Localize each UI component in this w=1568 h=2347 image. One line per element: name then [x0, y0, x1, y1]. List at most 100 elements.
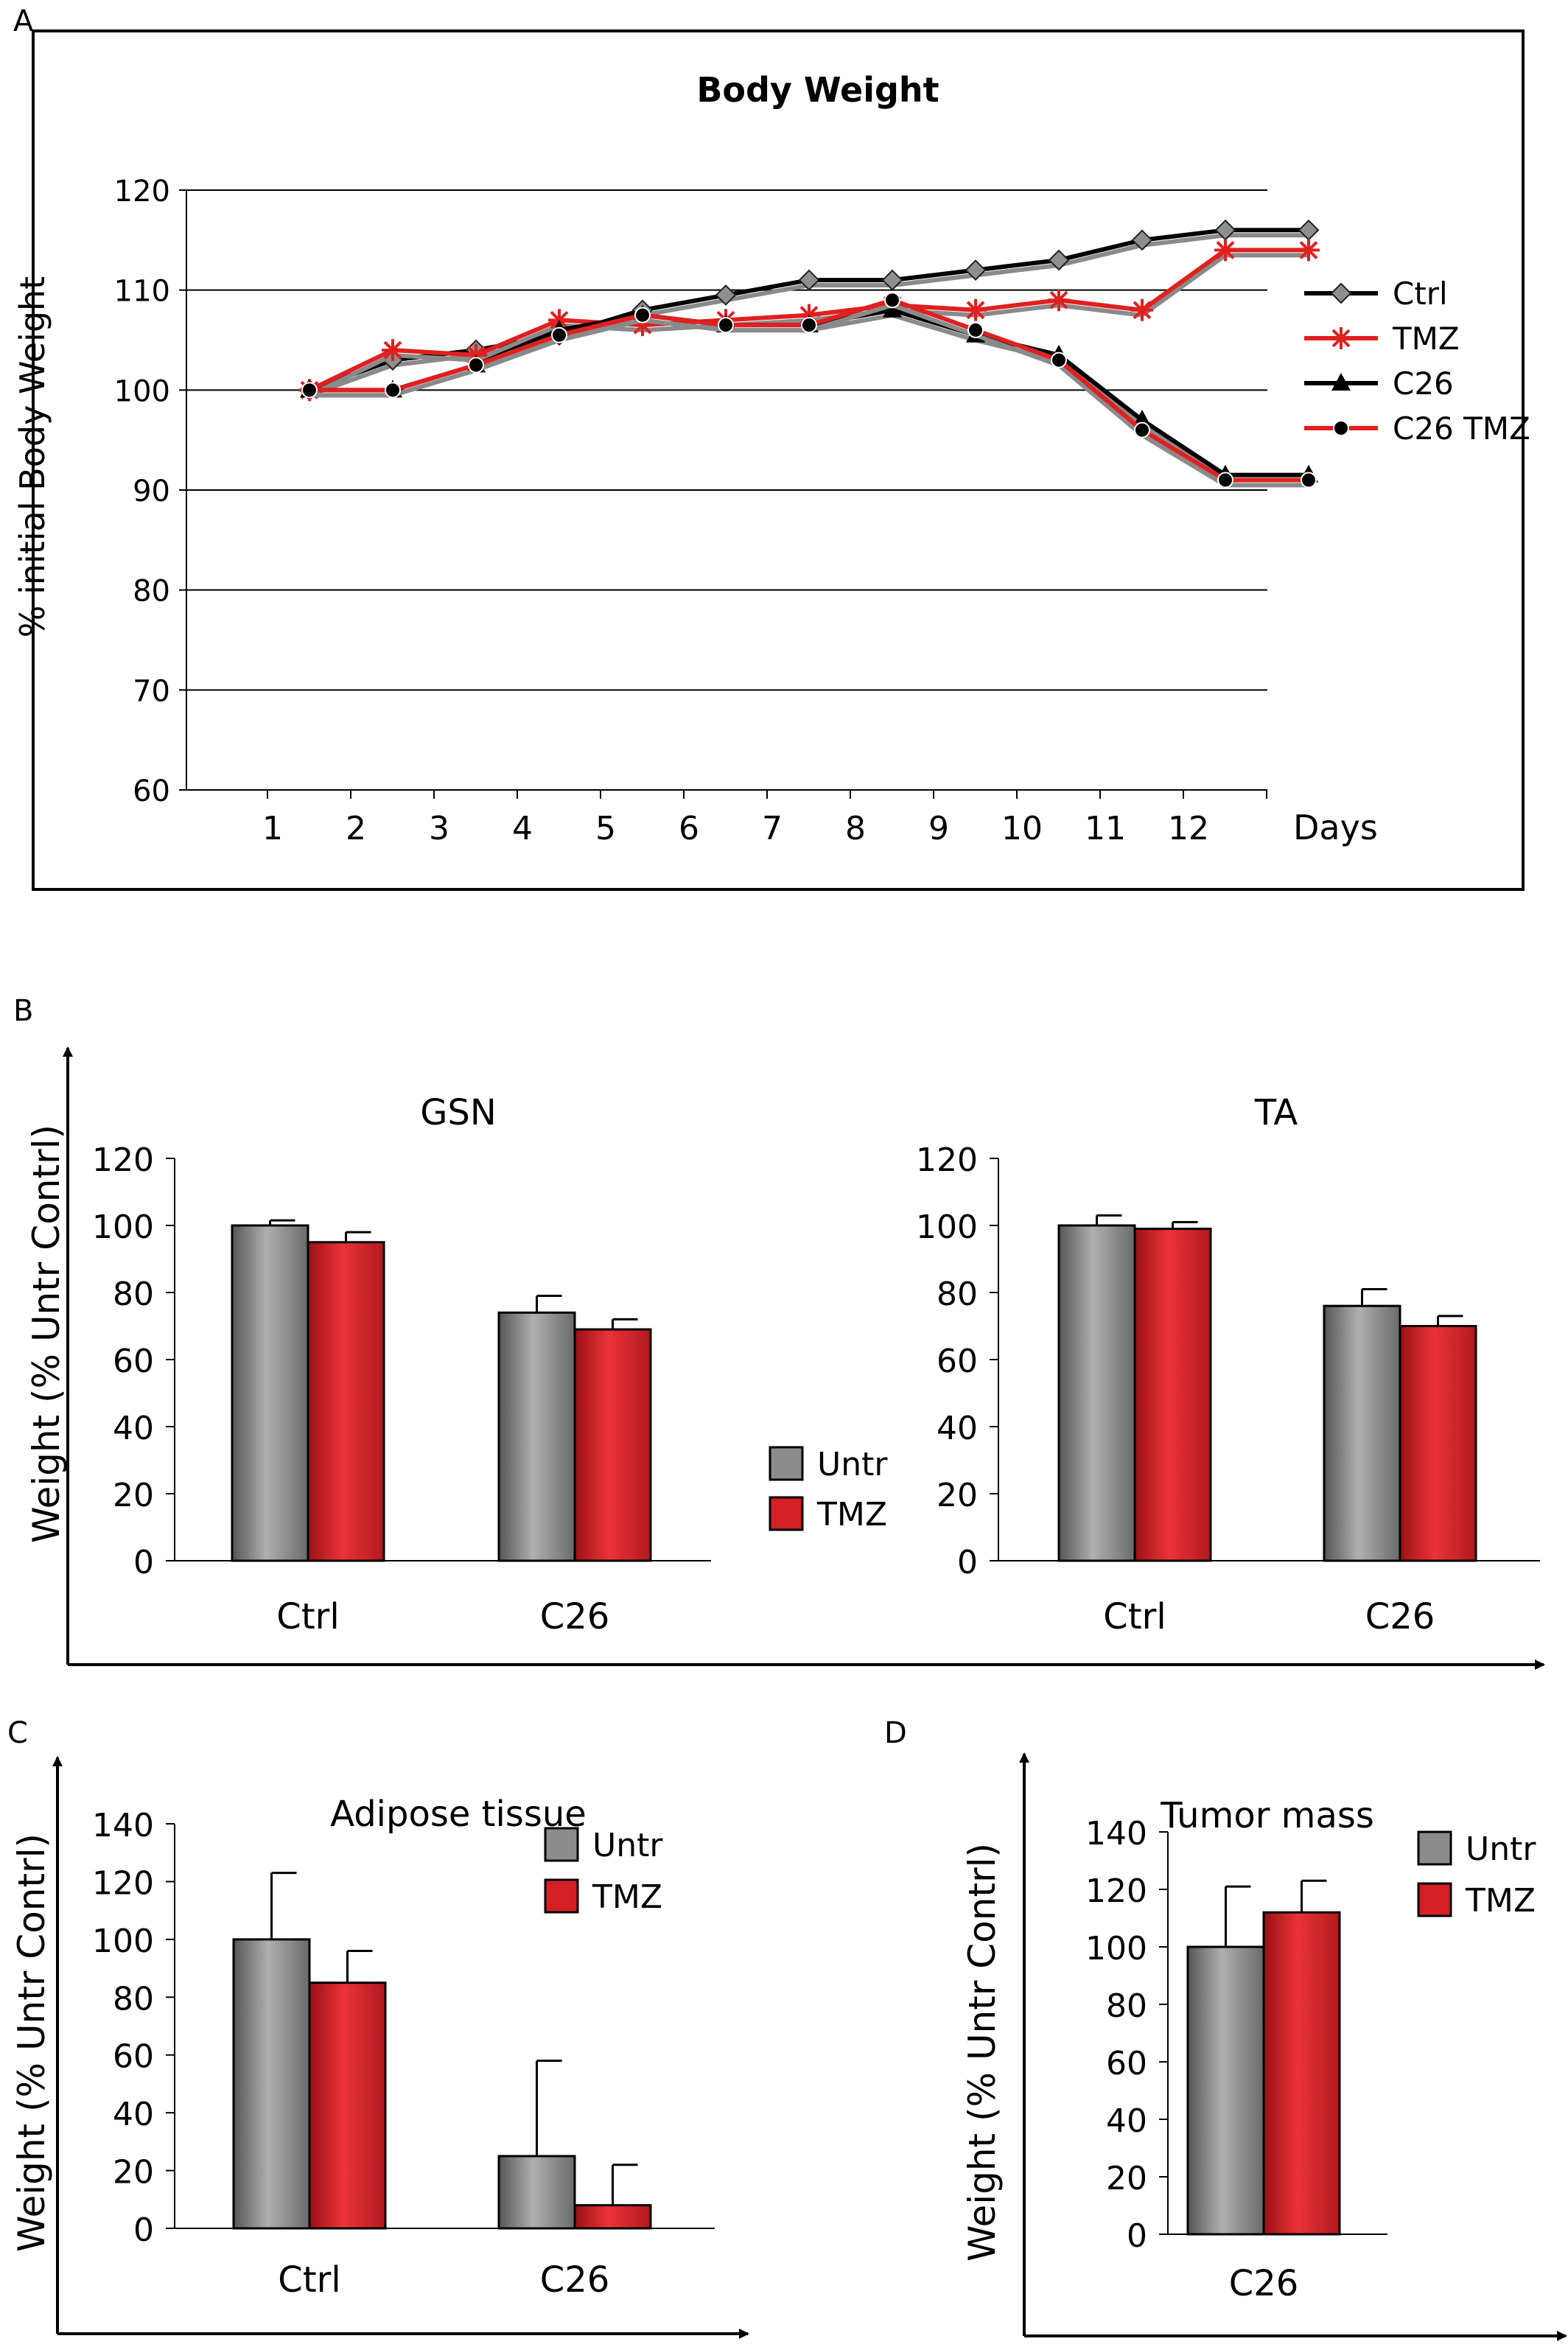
panel-b-ta-x-tick-label: Ctrl	[1103, 1596, 1166, 1637]
panel-d-y-tick-label: 80	[1106, 1987, 1147, 2025]
panel-a-marker-circle	[1333, 420, 1349, 436]
panel-d-y-tick-label: 120	[1085, 1872, 1147, 1910]
panel-c-bar-untr	[497, 2155, 576, 2230]
panel-d-bar-group	[1262, 1879, 1341, 2236]
panel-b-gsn-x-tick-label: Ctrl	[276, 1596, 339, 1637]
panel-a-marker-star	[1298, 239, 1320, 262]
panel-a-title: Body Weight	[696, 70, 939, 110]
panel-a-x-tick-label: 8	[845, 810, 866, 847]
panel-b-gsn-y-tick-label: 60	[113, 1343, 154, 1380]
panel-a-x-axis-label: Days	[1293, 808, 1378, 847]
panel-c-bar-tmz	[308, 1982, 387, 2230]
panel-d-y-tick-label: 100	[1085, 1930, 1147, 1968]
panel-d-y-tick-label: 140	[1085, 1815, 1147, 1853]
panel-d-bar-tmz	[1262, 1911, 1341, 2236]
panel-a-marker-circle	[718, 317, 734, 334]
panel-a-marker-circle	[551, 326, 567, 343]
panel-c-bar-group	[497, 2060, 576, 2230]
panel-a-x-tick-label: 10	[1001, 810, 1043, 847]
panel-c-bar-group	[573, 2164, 652, 2230]
panel-b-gsn-y-tick-label: 0	[133, 1544, 154, 1581]
panel-b-ta-bar-untr	[1057, 1224, 1136, 1562]
panel-a-y-axis-label: % initial Body Weight	[13, 276, 52, 637]
panel-a-y-tick-label: 120	[114, 175, 170, 209]
panel-a-y-tick-label: 70	[133, 674, 170, 708]
panel-c-x-tick-label: Ctrl	[278, 2259, 340, 2301]
panel-b: Weight (% Untr Contrl) GSN TA	[25, 1046, 1545, 1670]
panel-a-marker-circle	[468, 357, 484, 374]
panel-b-gsn-bar-tmz	[307, 1241, 385, 1562]
panel-a-marker-circle	[634, 307, 651, 323]
panel-c-y-tick-label: 100	[92, 1923, 154, 1960]
panel-c-y-tick-label: 40	[113, 2096, 154, 2133]
panel-d-x-tick-label: C26	[1229, 2263, 1299, 2304]
panel-b-gsn-y-tick-label: 20	[113, 1477, 154, 1514]
panel-c-legend-swatch	[544, 1878, 579, 1914]
panel-b-gsn-bar-group	[497, 1295, 576, 1562]
panel-label-b: B	[13, 994, 33, 1028]
panel-d: Weight (% Untr Contrl) Tumor mass	[961, 1752, 1567, 2341]
panel-d-legend-label: TMZ	[1465, 1882, 1536, 1920]
panel-d-y-tick-label: 0	[1127, 2217, 1147, 2255]
panel-b-gsn-bar-group	[573, 1318, 652, 1562]
panel-c-y-tick-label: 80	[113, 1980, 154, 2018]
panel-c-bar-group	[232, 1872, 311, 2230]
panel-a-series-shadow	[309, 312, 1309, 483]
panel-d-title: Tumor mass	[1160, 1795, 1374, 1836]
panel-b-gsn-y-tick-label: 100	[92, 1209, 154, 1246]
panel-a-legend-item: Ctrl	[1304, 276, 1448, 312]
panel-a-y-tick-label: 90	[133, 475, 170, 508]
panel-b-ta-bar-group	[1323, 1287, 1401, 1562]
panel-b-legend-label: Untr	[817, 1446, 888, 1483]
panel-d-legend-swatch	[1417, 1882, 1452, 1917]
panel-b-gsn-bar-untr	[497, 1311, 576, 1562]
panel-a-marker-circle	[301, 382, 318, 399]
panel-d-bar-group	[1186, 1885, 1265, 2236]
panel-a-x-tick-label: 11	[1085, 810, 1126, 847]
panel-b-legend-swatch	[769, 1496, 804, 1531]
panel-d-y-tick-label: 20	[1106, 2160, 1147, 2197]
panel-a-x-tick-label: 9	[928, 810, 949, 847]
panel-a-legend-item: TMZ	[1304, 321, 1460, 357]
panel-a-marker-diamond	[1048, 249, 1070, 271]
panel-b-gsn-bar-group	[307, 1231, 385, 1562]
panel-a-y-tick-label: 100	[114, 374, 170, 408]
panel-d-y-tick-label: 60	[1106, 2045, 1147, 2082]
panel-a-legend-item: C26 TMZ	[1304, 410, 1530, 447]
panel-a-x-tick-label: 2	[346, 810, 366, 847]
panel-a-marker-star	[1214, 239, 1236, 262]
panel-c-legend-item: TMZ	[544, 1878, 662, 1916]
panel-d-legend-item: TMZ	[1417, 1882, 1536, 1920]
panel-c-y-tick-label: 0	[133, 2211, 154, 2249]
panel-b-ta-bar-untr	[1323, 1304, 1401, 1562]
panel-d-legend-item: Untr	[1417, 1830, 1536, 1868]
panel-c-legend-swatch	[544, 1827, 579, 1862]
panel-c-bar-tmz	[573, 2204, 652, 2230]
panel-a-x-tick-label: 3	[429, 810, 449, 847]
panel-a-y-tick-label: 110	[114, 275, 170, 309]
panel-c-title: Adipose tissue	[330, 1794, 587, 1835]
panel-b-gsn-title: GSN	[420, 1092, 497, 1133]
panel-b-ta-bar-tmz	[1133, 1228, 1212, 1562]
panel-b-legend-label: TMZ	[816, 1496, 887, 1533]
panel-d-y-axis-label: Weight (% Untr Contrl)	[961, 1843, 1004, 2262]
panel-b-ta-y-tick-label: 40	[937, 1410, 978, 1447]
panel-a-legend-label: TMZ	[1392, 321, 1460, 357]
panel-a-marker-diamond	[881, 269, 903, 291]
panel-a-marker-circle	[801, 317, 817, 334]
panel-c-legend-label: TMZ	[592, 1878, 662, 1916]
panel-a-series-line	[309, 307, 1309, 478]
panel-d-bar-untr	[1186, 1945, 1265, 2236]
panel-a-frame	[32, 29, 1525, 891]
panel-c-x-tick-label: C26	[540, 2259, 610, 2301]
panel-a-marker-diamond	[798, 269, 820, 291]
panel-b-ta-y-tick-label: 100	[916, 1209, 978, 1246]
panel-a-marker-star	[1330, 327, 1352, 349]
panel-a-x-tick-label: 7	[762, 810, 783, 847]
panel-a-marker-triangle	[1133, 410, 1152, 428]
panel-a-x-tick-label: 4	[512, 810, 533, 847]
panel-label-a: A	[13, 4, 34, 38]
panel-b-ta-bar-group	[1133, 1220, 1212, 1562]
panel-b-ta-y-tick-label: 60	[937, 1343, 978, 1380]
